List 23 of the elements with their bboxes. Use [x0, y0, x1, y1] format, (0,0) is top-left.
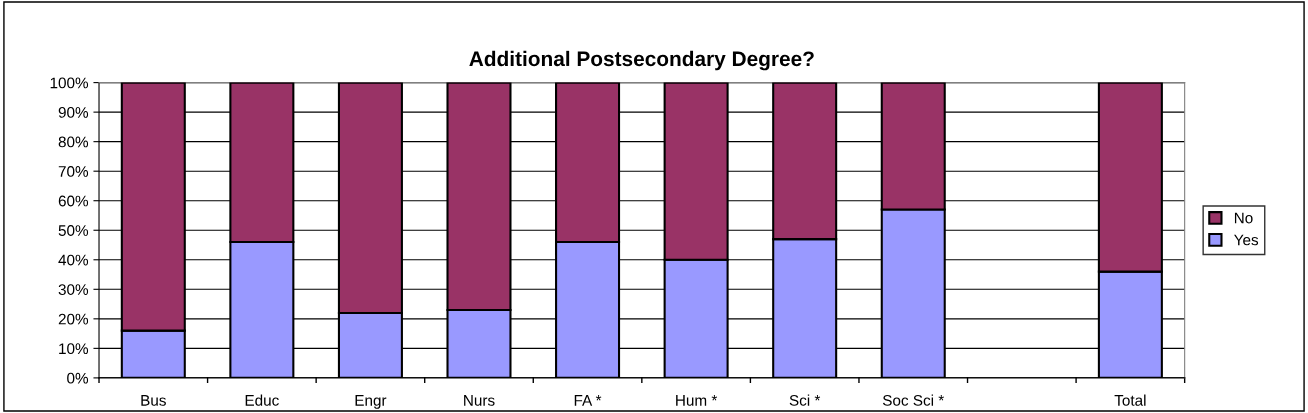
legend-label: Yes [1234, 234, 1259, 246]
y-tick-label: 40% [58, 254, 89, 266]
y-tick-label: 10% [59, 343, 89, 355]
legend-label: No [1234, 212, 1253, 224]
y-tick-label: 100% [50, 77, 89, 89]
x-tick-label: Sci * [789, 394, 821, 406]
x-tick-label: Engr [355, 395, 387, 409]
x-tick-label: Educ [245, 394, 279, 406]
y-tick-label: 20% [58, 313, 89, 325]
x-tick-label: Bus [141, 395, 166, 406]
x-tick-label: Nurs [464, 395, 495, 406]
x-tick-label: FA * [574, 395, 602, 406]
y-tick-label: 80% [58, 136, 89, 148]
chart-title: Additional Postsecondary Degree? [469, 50, 814, 71]
x-tick-label: Hum * [676, 395, 718, 406]
y-tick-label: 0% [67, 372, 89, 384]
x-tick-label: Soc Sci * [882, 394, 944, 406]
y-tick-label: 90% [58, 107, 89, 118]
y-tick-label: 50% [58, 225, 89, 236]
y-tick-label: 30% [58, 284, 89, 295]
y-tick-label: 60% [58, 195, 89, 207]
x-tick-label: Total [1114, 394, 1146, 406]
y-tick-label: 70% [58, 166, 89, 177]
